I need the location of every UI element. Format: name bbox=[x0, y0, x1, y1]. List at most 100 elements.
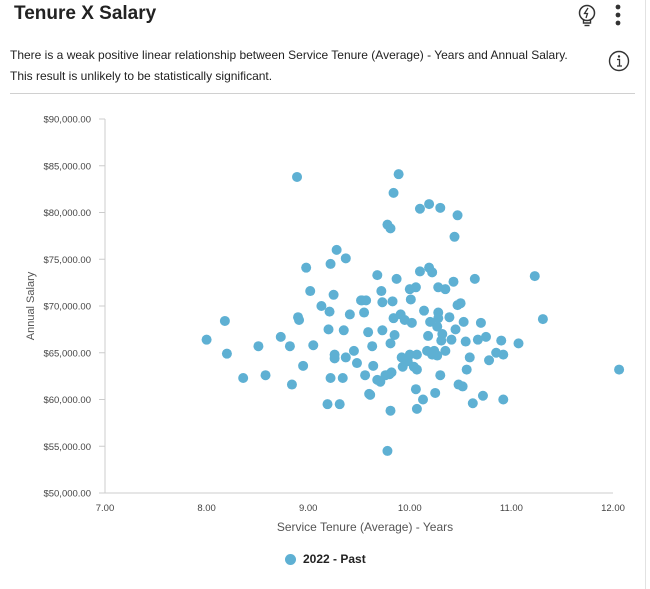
data-point[interactable] bbox=[301, 262, 312, 273]
data-point[interactable] bbox=[411, 403, 422, 414]
data-point[interactable] bbox=[460, 336, 471, 347]
data-point[interactable] bbox=[305, 286, 316, 297]
data-point[interactable] bbox=[351, 358, 362, 369]
data-point[interactable] bbox=[433, 313, 444, 324]
data-point[interactable] bbox=[449, 231, 460, 242]
data-point[interactable] bbox=[334, 399, 345, 410]
data-point[interactable] bbox=[444, 312, 455, 323]
kebab-menu-icon[interactable] bbox=[612, 4, 624, 31]
data-point[interactable] bbox=[382, 445, 393, 456]
data-point[interactable] bbox=[427, 267, 438, 278]
data-point[interactable] bbox=[391, 273, 402, 284]
data-point[interactable] bbox=[253, 341, 264, 352]
data-point[interactable] bbox=[457, 381, 468, 392]
data-point[interactable] bbox=[322, 399, 333, 410]
data-point[interactable] bbox=[452, 210, 463, 221]
data-point[interactable] bbox=[323, 324, 334, 335]
data-point[interactable] bbox=[284, 341, 295, 352]
data-point[interactable] bbox=[201, 334, 212, 345]
data-point[interactable] bbox=[440, 345, 451, 356]
data-point[interactable] bbox=[393, 169, 404, 180]
legend[interactable]: 2022 - Past bbox=[285, 552, 366, 566]
data-point[interactable] bbox=[405, 294, 416, 305]
data-point[interactable] bbox=[481, 331, 491, 342]
data-point[interactable] bbox=[537, 314, 548, 325]
data-point[interactable] bbox=[385, 338, 396, 349]
data-point[interactable] bbox=[458, 316, 469, 327]
data-point[interactable] bbox=[446, 334, 457, 345]
data-point[interactable] bbox=[348, 345, 359, 356]
data-point[interactable] bbox=[325, 372, 336, 383]
data-point[interactable] bbox=[496, 335, 507, 346]
data-point[interactable] bbox=[461, 364, 472, 375]
data-point[interactable] bbox=[410, 384, 421, 395]
data-point[interactable] bbox=[298, 360, 309, 371]
data-point[interactable] bbox=[498, 349, 509, 360]
data-point[interactable] bbox=[385, 223, 396, 234]
data-point[interactable] bbox=[360, 370, 371, 381]
data-point[interactable] bbox=[337, 372, 348, 383]
data-point[interactable] bbox=[325, 258, 336, 269]
data-point[interactable] bbox=[529, 271, 540, 282]
data-point[interactable] bbox=[450, 324, 461, 335]
data-point[interactable] bbox=[361, 295, 372, 306]
data-point[interactable] bbox=[386, 367, 397, 378]
data-point[interactable] bbox=[344, 309, 355, 320]
data-point[interactable] bbox=[294, 315, 305, 326]
data-point[interactable] bbox=[385, 405, 396, 416]
data-point[interactable] bbox=[219, 315, 230, 326]
data-point[interactable] bbox=[475, 317, 486, 328]
data-point[interactable] bbox=[238, 372, 249, 383]
data-point[interactable] bbox=[316, 301, 327, 311]
data-point[interactable] bbox=[435, 370, 446, 381]
data-point[interactable] bbox=[432, 350, 443, 361]
data-point[interactable] bbox=[437, 329, 448, 340]
data-point[interactable] bbox=[498, 394, 509, 405]
data-point[interactable] bbox=[484, 355, 495, 366]
data-point[interactable] bbox=[376, 286, 387, 297]
data-point[interactable] bbox=[286, 379, 297, 390]
data-point[interactable] bbox=[365, 389, 376, 400]
data-point[interactable] bbox=[418, 394, 429, 405]
data-point[interactable] bbox=[359, 307, 370, 318]
lightbulb-bolt-icon[interactable] bbox=[577, 3, 597, 34]
data-point[interactable] bbox=[260, 370, 271, 381]
data-point[interactable] bbox=[467, 398, 478, 409]
data-point[interactable] bbox=[423, 330, 434, 341]
data-point[interactable] bbox=[464, 352, 475, 363]
data-point[interactable] bbox=[221, 348, 232, 359]
data-point[interactable] bbox=[414, 203, 425, 214]
data-point[interactable] bbox=[363, 327, 374, 338]
data-point[interactable] bbox=[377, 297, 388, 308]
data-point[interactable] bbox=[448, 276, 459, 287]
data-point[interactable] bbox=[424, 199, 435, 210]
data-point[interactable] bbox=[328, 289, 339, 300]
data-point[interactable] bbox=[411, 364, 422, 375]
data-point[interactable] bbox=[425, 316, 436, 327]
data-point[interactable] bbox=[377, 325, 388, 336]
data-point[interactable] bbox=[340, 253, 351, 264]
data-point[interactable] bbox=[331, 244, 342, 255]
data-point[interactable] bbox=[329, 349, 340, 360]
data-point[interactable] bbox=[368, 360, 379, 371]
data-point[interactable] bbox=[411, 349, 422, 360]
data-point[interactable] bbox=[372, 270, 383, 281]
data-point[interactable] bbox=[308, 340, 319, 351]
data-point[interactable] bbox=[513, 338, 524, 349]
data-point[interactable] bbox=[477, 390, 488, 401]
data-point[interactable] bbox=[406, 317, 417, 328]
data-point[interactable] bbox=[324, 306, 335, 317]
data-point[interactable] bbox=[367, 341, 378, 352]
info-icon[interactable] bbox=[608, 50, 630, 77]
data-point[interactable] bbox=[614, 364, 625, 375]
data-point[interactable] bbox=[472, 334, 483, 345]
data-point[interactable] bbox=[340, 352, 351, 363]
data-point[interactable] bbox=[292, 171, 303, 182]
data-point[interactable] bbox=[404, 349, 415, 360]
data-point[interactable] bbox=[414, 266, 425, 277]
data-point[interactable] bbox=[338, 325, 349, 336]
data-point[interactable] bbox=[435, 202, 446, 213]
data-point[interactable] bbox=[430, 387, 441, 398]
data-point[interactable] bbox=[455, 298, 466, 309]
data-point[interactable] bbox=[275, 331, 286, 342]
